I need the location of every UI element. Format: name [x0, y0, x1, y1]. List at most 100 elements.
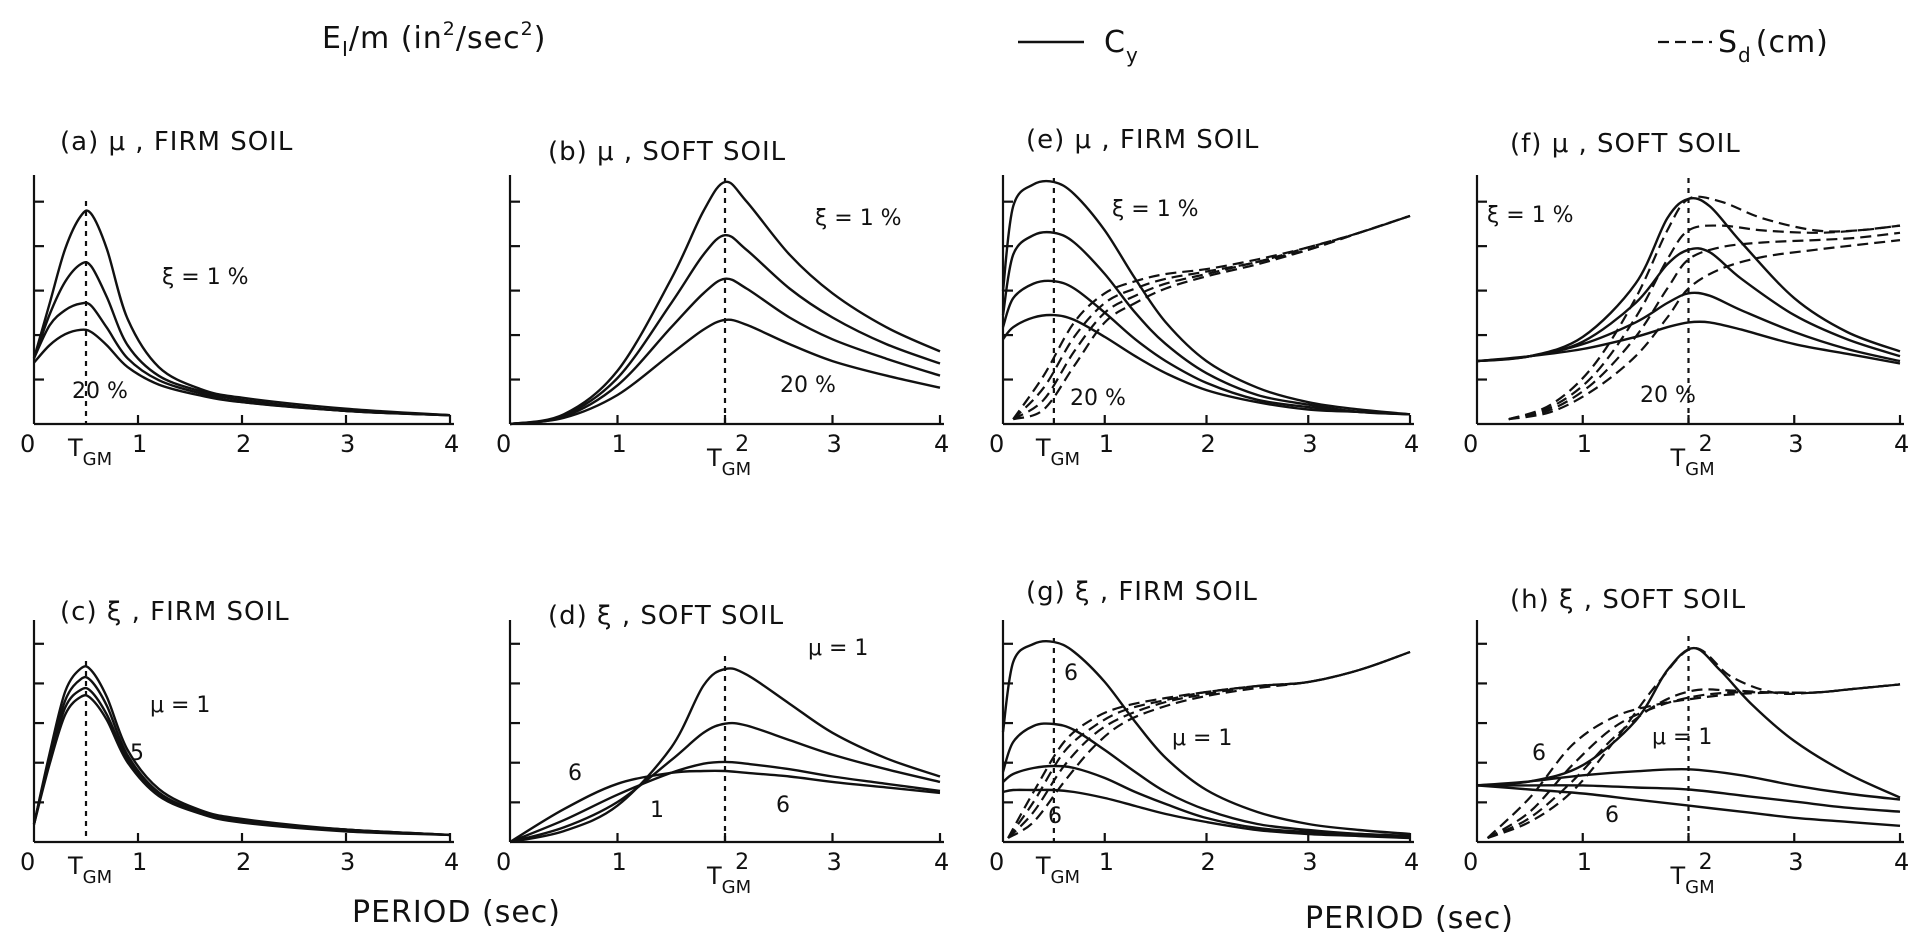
period-axis-title-left: PERIOD (sec) — [352, 895, 561, 930]
annotation-b-0: ξ = 1 % — [815, 206, 902, 231]
cy-curve-h-3 — [1476, 784, 1901, 827]
tgm-label-c: TGM — [67, 852, 112, 888]
x-tick-label-g: 0 — [989, 848, 1004, 876]
cy-curve-e-0 — [1001, 179, 1411, 416]
x-tick-label-f: 1 — [1577, 430, 1592, 458]
panel-b: (b) μ , SOFT SOIL 0 1 3 4 TGM2 ξ = 1 % 20 % — [496, 137, 949, 480]
sd-curve-h-7 — [1486, 683, 1901, 839]
cy-curve-b-0 — [509, 180, 941, 426]
panel-c: (c) ξ , FIRM SOIL 0 1 2 3 4 TGM μ = 15 — [20, 597, 459, 888]
x-tick-label-c: 1 — [132, 848, 147, 876]
x-tick-label-g: 3 — [1302, 848, 1317, 876]
x-tick-label-a: 2 — [236, 430, 251, 458]
annotation-a-0: ξ = 1 % — [162, 265, 249, 290]
x-tick-label-c: 2 — [236, 848, 251, 876]
cy-curve-d-2 — [509, 760, 941, 844]
cy-curve-g-0 — [1001, 639, 1411, 836]
x-tick-label-e: 0 — [989, 430, 1004, 458]
header-legend: EI/m (in2/sec2) Cy Sd (cm) — [322, 18, 1829, 67]
panel-f: (f) μ , SOFT SOIL 0 1 3 4 TGM2 ξ = 1 % 20 % — [1463, 129, 1909, 480]
x-tick-label-d: 0 — [496, 848, 511, 876]
cy-curve-h-1 — [1476, 767, 1901, 801]
sd-curve-f-4 — [1508, 195, 1901, 421]
panel-title-e: (e) μ , FIRM SOIL — [1026, 125, 1259, 155]
panel-title-c: (c) ξ , FIRM SOIL — [60, 597, 290, 627]
annotation-b-1: 20 % — [780, 373, 836, 398]
panel-d: (d) ξ , SOFT SOIL 0 1 3 4 TGM2 μ = 1 6 1 6 — [496, 601, 949, 898]
x-tick-label-h: 1 — [1577, 848, 1592, 876]
sd-curve-e-6 — [1012, 214, 1411, 421]
annotation-d-0: μ = 1 — [808, 636, 868, 661]
tgm-label-e: TGM — [1035, 434, 1080, 470]
cy-curve-b-2 — [509, 277, 941, 426]
x-tick-label-f: 0 — [1463, 430, 1478, 458]
annotation-g-2: 6 — [1048, 804, 1062, 829]
cy-curve-h-2 — [1477, 784, 1901, 813]
panel-a: (a) μ , FIRM SOIL 0 1 2 3 4 TGM ξ = 1 % 20 % — [20, 127, 459, 470]
x-tick-label-e: 1 — [1099, 430, 1114, 458]
annotation-c-1: 5 — [130, 741, 144, 766]
panels: (a) μ , FIRM SOIL 0 1 2 3 4 TGM ξ = 1 % 20 % (b) … — [20, 125, 1909, 898]
annotation-h-1: μ = 1 — [1652, 725, 1712, 750]
cy-curve-f-2 — [1476, 291, 1901, 363]
x-tick-label-g: 2 — [1201, 848, 1216, 876]
x-tick-label-h: 3 — [1788, 848, 1803, 876]
sd-curve-g-6 — [1007, 650, 1411, 839]
tgm-label-f: TGM2 — [1670, 432, 1715, 480]
cy-curve-c-1 — [32, 675, 451, 837]
x-tick-label-a: 4 — [444, 430, 459, 458]
panel-title-a: (a) μ , FIRM SOIL — [60, 127, 293, 157]
cy-curve-a-0 — [32, 209, 451, 417]
cy-curve-h-0 — [1476, 646, 1901, 799]
sd-curve-f-6 — [1508, 231, 1901, 421]
x-tick-label-e: 3 — [1302, 430, 1317, 458]
sd-legend-label: Sd (cm) — [1718, 25, 1829, 67]
cy-curve-f-3 — [1476, 320, 1901, 365]
annotation-h-0: 6 — [1532, 741, 1546, 766]
panel-title-d: (d) ξ , SOFT SOIL — [548, 601, 784, 631]
x-tick-label-a: 1 — [132, 430, 147, 458]
panel-title-b: (b) μ , SOFT SOIL — [548, 137, 786, 167]
x-tick-label-c: 0 — [20, 848, 35, 876]
cy-curve-g-2 — [1002, 764, 1411, 838]
cy-curve-b-3 — [509, 318, 941, 426]
x-tick-label-a: 3 — [340, 430, 355, 458]
cy-curve-f-1 — [1476, 247, 1901, 363]
cy-curve-c-2 — [32, 686, 451, 837]
tgm-label-h: TGM2 — [1670, 850, 1715, 898]
sd-curve-f-5 — [1508, 224, 1901, 421]
annotation-e-0: ξ = 1 % — [1112, 197, 1199, 222]
cy-curve-c-3 — [32, 694, 451, 837]
tgm-label-g: TGM — [1035, 852, 1080, 888]
x-tick-label-f: 4 — [1894, 430, 1909, 458]
x-tick-label-d: 3 — [827, 848, 842, 876]
annotation-f-1: 20 % — [1640, 383, 1696, 408]
cy-curve-e-3 — [1002, 313, 1411, 416]
x-tick-label-g: 1 — [1099, 848, 1114, 876]
tgm-label-a: TGM — [67, 434, 112, 470]
cy-curve-d-1 — [509, 721, 941, 844]
annotation-d-1: 6 — [568, 761, 582, 786]
annotation-g-1: μ = 1 — [1172, 726, 1232, 751]
panel-title-h: (h) ξ , SOFT SOIL — [1510, 585, 1746, 615]
sd-curve-g-7 — [1007, 650, 1411, 839]
x-tick-label-h: 0 — [1463, 848, 1478, 876]
panel-h: (h) ξ , SOFT SOIL 0 1 3 4 TGM2 6 μ = 1 6 — [1463, 585, 1909, 898]
sd-curve-g-5 — [1007, 650, 1411, 839]
tgm-label-b: TGM2 — [706, 432, 751, 480]
sd-curve-e-5 — [1012, 214, 1411, 420]
sd-curve-h-6 — [1487, 683, 1901, 839]
cy-curve-e-1 — [1001, 230, 1411, 416]
x-tick-label-d: 1 — [612, 848, 627, 876]
cy-curve-d-0 — [509, 667, 941, 844]
x-tick-label-e: 4 — [1404, 430, 1419, 458]
x-tick-label-b: 4 — [934, 430, 949, 458]
x-tick-label-g: 4 — [1404, 848, 1419, 876]
cy-curve-c-0 — [32, 665, 451, 837]
cy-curve-b-1 — [509, 233, 941, 426]
tgm-label-d: TGM2 — [706, 850, 751, 898]
annotation-h-2: 6 — [1605, 803, 1619, 828]
x-tick-label-e: 2 — [1201, 430, 1216, 458]
sd-curve-e-7 — [1012, 214, 1411, 421]
annotation-c-0: μ = 1 — [150, 693, 210, 718]
